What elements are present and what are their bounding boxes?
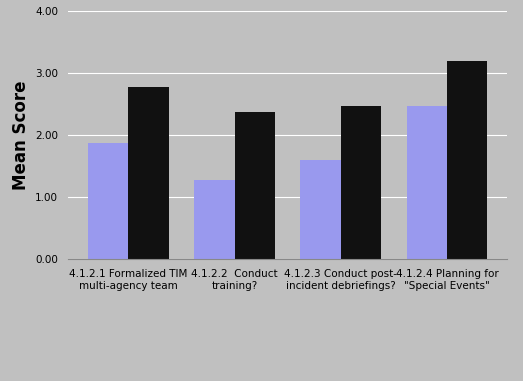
Bar [194, 180, 234, 259]
Bar [88, 142, 128, 259]
Y-axis label: Mean Score: Mean Score [12, 80, 30, 190]
Bar [341, 106, 381, 259]
Bar [128, 87, 169, 259]
Bar [447, 61, 487, 259]
Bar [406, 106, 447, 259]
Bar [234, 112, 275, 259]
Bar [300, 160, 341, 259]
